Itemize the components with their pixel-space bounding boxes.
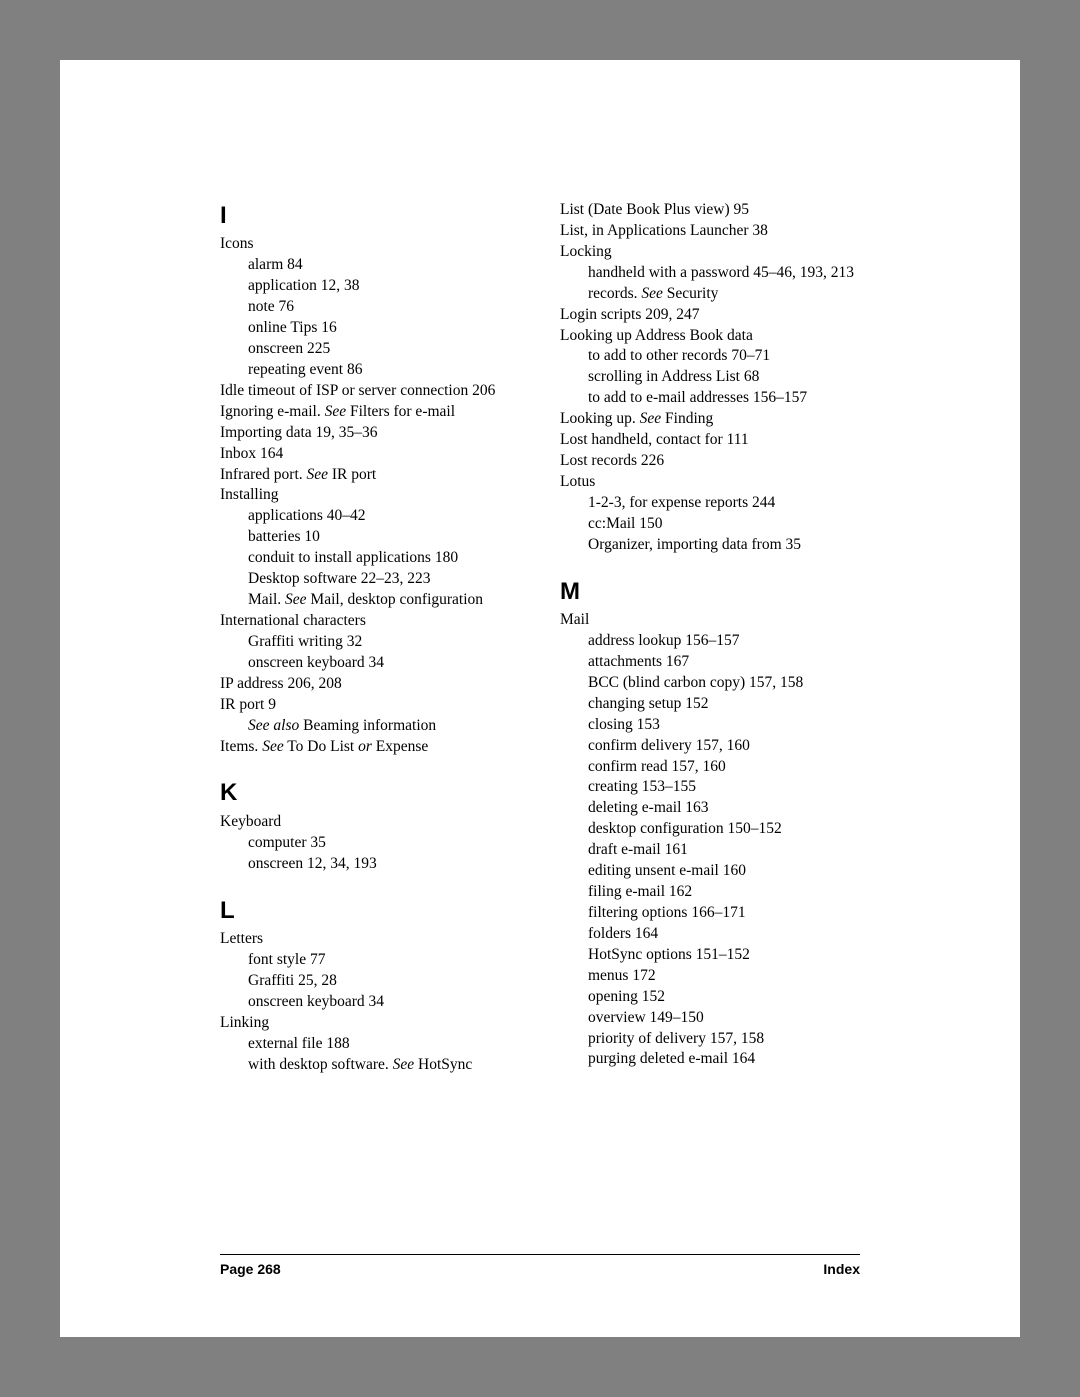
index-entry: online Tips 16 xyxy=(248,318,520,339)
page-footer: Page 268 Index xyxy=(220,1254,860,1277)
index-entry: Keyboard xyxy=(220,812,520,833)
index-section-letter: K xyxy=(220,777,520,809)
index-entry: Login scripts 209, 247 xyxy=(560,305,860,326)
index-entry: application 12, 38 xyxy=(248,276,520,297)
index-entry: repeating event 86 xyxy=(248,360,520,381)
index-entry: Looking up Address Book data xyxy=(560,326,860,347)
index-entry: Inbox 164 xyxy=(220,444,520,465)
index-entry: computer 35 xyxy=(248,833,520,854)
index-entry: Icons xyxy=(220,234,520,255)
index-entry: to add to other records 70–71 xyxy=(588,346,860,367)
index-entry: menus 172 xyxy=(588,966,860,987)
index-entry: alarm 84 xyxy=(248,255,520,276)
index-entry: Organizer, importing data from 35 xyxy=(588,535,860,556)
index-entry: filing e-mail 162 xyxy=(588,882,860,903)
index-entry: attachments 167 xyxy=(588,652,860,673)
index-entry: List, in Applications Launcher 38 xyxy=(560,221,860,242)
index-entry: Mail xyxy=(560,610,860,631)
index-entry: batteries 10 xyxy=(248,527,520,548)
index-entry: deleting e-mail 163 xyxy=(588,798,860,819)
index-entry: IR port 9 xyxy=(220,695,520,716)
index-entry: onscreen keyboard 34 xyxy=(248,653,520,674)
index-entry: confirm read 157, 160 xyxy=(588,757,860,778)
index-entry: onscreen 225 xyxy=(248,339,520,360)
index-entry: Desktop software 22–23, 223 xyxy=(248,569,520,590)
index-entry: applications 40–42 xyxy=(248,506,520,527)
index-entry: scrolling in Address List 68 xyxy=(588,367,860,388)
index-entry: International characters xyxy=(220,611,520,632)
index-entry: note 76 xyxy=(248,297,520,318)
index-entry: Infrared port. See IR port xyxy=(220,465,520,486)
index-entry: onscreen 12, 34, 193 xyxy=(248,854,520,875)
index-entry: closing 153 xyxy=(588,715,860,736)
index-entry: editing unsent e-mail 160 xyxy=(588,861,860,882)
footer-page-number: Page 268 xyxy=(220,1261,281,1277)
index-entry: external file 188 xyxy=(248,1034,520,1055)
index-entry: Mail. See Mail, desktop configuration xyxy=(248,590,520,611)
index-entry: IP address 206, 208 xyxy=(220,674,520,695)
index-entry: to add to e-mail addresses 156–157 xyxy=(588,388,860,409)
index-entry: See also Beaming information xyxy=(248,716,520,737)
index-entry: desktop configuration 150–152 xyxy=(588,819,860,840)
index-entry: changing setup 152 xyxy=(588,694,860,715)
index-entry: address lookup 156–157 xyxy=(588,631,860,652)
index-entry: cc:Mail 150 xyxy=(588,514,860,535)
index-page: IIconsalarm 84application 12, 38note 76o… xyxy=(60,60,1020,1337)
index-entry: opening 152 xyxy=(588,987,860,1008)
index-entry: filtering options 166–171 xyxy=(588,903,860,924)
index-entry: Graffiti 25, 28 xyxy=(248,971,520,992)
left-column: IIconsalarm 84application 12, 38note 76o… xyxy=(220,200,520,1075)
index-entry: onscreen keyboard 34 xyxy=(248,992,520,1013)
index-entry: Locking xyxy=(560,242,860,263)
right-column: List (Date Book Plus view) 95List, in Ap… xyxy=(560,200,860,1075)
index-entry: Lost handheld, contact for 111 xyxy=(560,430,860,451)
index-entry: font style 77 xyxy=(248,950,520,971)
index-section-letter: L xyxy=(220,895,520,927)
index-entry: Graffiti writing 32 xyxy=(248,632,520,653)
index-entry: Importing data 19, 35–36 xyxy=(220,423,520,444)
index-entry: handheld with a password 45–46, 193, 213 xyxy=(588,263,860,284)
index-entry: draft e-mail 161 xyxy=(588,840,860,861)
index-entry: creating 153–155 xyxy=(588,777,860,798)
index-entry: with desktop software. See HotSync xyxy=(248,1055,520,1076)
index-entry: HotSync options 151–152 xyxy=(588,945,860,966)
index-entry: Linking xyxy=(220,1013,520,1034)
footer-section-label: Index xyxy=(823,1261,860,1277)
index-columns: IIconsalarm 84application 12, 38note 76o… xyxy=(220,200,860,1075)
index-entry: Lotus xyxy=(560,472,860,493)
index-entry: Looking up. See Finding xyxy=(560,409,860,430)
index-entry: Letters xyxy=(220,929,520,950)
index-section-letter: I xyxy=(220,200,520,232)
index-entry: purging deleted e-mail 164 xyxy=(588,1049,860,1070)
index-entry: BCC (blind carbon copy) 157, 158 xyxy=(588,673,860,694)
index-entry: Installing xyxy=(220,485,520,506)
index-entry: folders 164 xyxy=(588,924,860,945)
index-entry: records. See Security xyxy=(588,284,860,305)
index-entry: 1-2-3, for expense reports 244 xyxy=(588,493,860,514)
index-entry: Ignoring e-mail. See Filters for e-mail xyxy=(220,402,520,423)
index-entry: Items. See To Do List or Expense xyxy=(220,737,520,758)
index-section-letter: M xyxy=(560,576,860,608)
index-entry: conduit to install applications 180 xyxy=(248,548,520,569)
index-entry: Idle timeout of ISP or server connection… xyxy=(220,381,520,402)
index-entry: List (Date Book Plus view) 95 xyxy=(560,200,860,221)
index-entry: confirm delivery 157, 160 xyxy=(588,736,860,757)
index-entry: overview 149–150 xyxy=(588,1008,860,1029)
index-entry: Lost records 226 xyxy=(560,451,860,472)
index-entry: priority of delivery 157, 158 xyxy=(588,1029,860,1050)
